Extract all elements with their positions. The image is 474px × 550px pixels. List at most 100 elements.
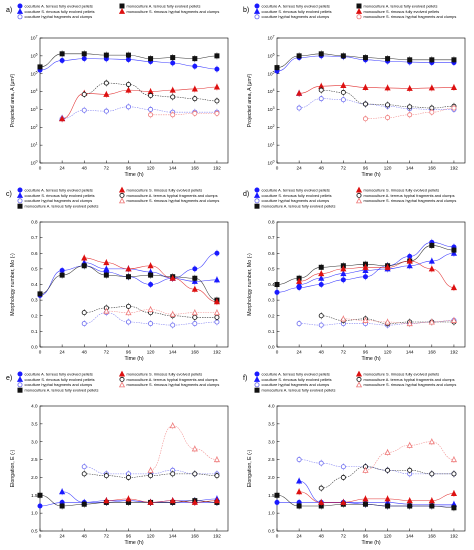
data-point bbox=[103, 272, 109, 278]
x-tick-label: 192 bbox=[450, 166, 458, 171]
data-point bbox=[451, 57, 457, 63]
y-tick-label: 0.3 bbox=[31, 298, 38, 303]
legend-entry: monoculture S. rimosus fully evolved pel… bbox=[127, 187, 203, 192]
data-point bbox=[214, 250, 220, 256]
y-tick-label: 0.4 bbox=[31, 282, 38, 287]
y-tick-label: 2.0 bbox=[31, 475, 38, 480]
data-point bbox=[429, 57, 435, 63]
y-axis-label: Projected area, A (μm²) bbox=[247, 74, 253, 128]
data-point bbox=[169, 274, 176, 281]
y-tick-label: 3.0 bbox=[268, 439, 275, 444]
y-tick-label: 105 bbox=[267, 70, 274, 76]
data-point bbox=[340, 265, 347, 272]
data-point bbox=[125, 309, 132, 316]
data-point bbox=[296, 277, 303, 284]
data-point bbox=[340, 464, 346, 470]
data-point bbox=[213, 309, 221, 316]
data-point bbox=[296, 457, 302, 463]
x-tick-label: 168 bbox=[191, 534, 199, 539]
legend-marker bbox=[17, 387, 23, 393]
data-point bbox=[147, 466, 154, 473]
y-tick-label: 0.3 bbox=[268, 298, 275, 303]
series-line bbox=[299, 491, 454, 503]
x-tick-label: 48 bbox=[319, 534, 325, 539]
data-point bbox=[125, 52, 131, 58]
legend-entry: monoculture A. terreus hyphal fragments … bbox=[127, 377, 218, 382]
y-tick-label: 102 bbox=[30, 124, 37, 130]
x-tick-label: 72 bbox=[341, 350, 347, 355]
data-point bbox=[37, 492, 43, 498]
y-axis-label: Elongation, E (-) bbox=[247, 449, 253, 487]
legend-marker bbox=[254, 387, 260, 393]
data-point bbox=[451, 505, 457, 511]
data-point bbox=[406, 497, 413, 504]
data-point bbox=[318, 460, 324, 466]
y-tick-label: 3.0 bbox=[31, 439, 38, 444]
x-axis-label: Time (h) bbox=[361, 172, 380, 178]
series-6 bbox=[362, 104, 457, 123]
data-point bbox=[148, 321, 154, 327]
data-point bbox=[59, 503, 65, 509]
x-axis-label: Time (h) bbox=[124, 172, 143, 178]
data-point bbox=[340, 82, 347, 88]
series-line bbox=[62, 86, 217, 120]
legend-entry: coculture A. terreus fully evolved pelle… bbox=[25, 371, 93, 376]
data-point bbox=[191, 285, 198, 292]
y-tick-label: 106 bbox=[267, 52, 274, 58]
x-tick-label: 0 bbox=[39, 350, 42, 355]
data-point bbox=[385, 503, 391, 509]
legend-entry: coculture S. rimosus fully evolved pelle… bbox=[25, 9, 95, 14]
data-point bbox=[214, 110, 220, 116]
x-tick-label: 120 bbox=[384, 534, 392, 539]
x-tick-label: 0 bbox=[39, 166, 42, 171]
data-point bbox=[429, 503, 435, 509]
data-point bbox=[148, 473, 154, 479]
series-4 bbox=[296, 257, 458, 292]
series-line bbox=[150, 113, 217, 116]
data-point bbox=[214, 66, 220, 72]
legend-entry: coculture hyphal fragments and clumps bbox=[262, 198, 330, 203]
data-point bbox=[148, 106, 154, 112]
legend-entry: coculture hyphal fragments and clumps bbox=[25, 198, 93, 203]
data-point bbox=[213, 456, 221, 463]
data-point bbox=[103, 265, 110, 272]
legend-marker bbox=[356, 376, 362, 382]
legend-entry: monoculture A. terreus fully evolved pel… bbox=[364, 3, 438, 8]
data-point bbox=[147, 499, 154, 505]
data-point bbox=[407, 467, 413, 473]
legend-entry: monoculture S. rimosus hyphal fragments … bbox=[127, 198, 220, 203]
data-point bbox=[385, 102, 391, 108]
data-point bbox=[384, 263, 391, 270]
data-point bbox=[125, 319, 131, 325]
y-tick-label: 102 bbox=[267, 124, 274, 130]
y-tick-label: 107 bbox=[30, 35, 37, 41]
legend-marker bbox=[254, 14, 260, 20]
x-tick-label: 72 bbox=[341, 166, 347, 171]
legend-marker bbox=[16, 8, 24, 14]
x-tick-label: 120 bbox=[147, 350, 155, 355]
data-point bbox=[318, 87, 324, 93]
series-line bbox=[150, 425, 217, 471]
y-tick-label: 0.7 bbox=[31, 235, 38, 240]
legend-entry: monoculture S. rimosus hyphal fragments … bbox=[364, 382, 457, 387]
legend-entry: monoculture S. rimosus hyphal fragments … bbox=[364, 198, 457, 203]
data-point bbox=[103, 90, 110, 97]
data-point bbox=[274, 289, 280, 295]
data-point bbox=[103, 108, 109, 114]
legend-entry: coculture S. rimosus fully evolved pelle… bbox=[262, 9, 332, 14]
x-tick-label: 48 bbox=[82, 534, 88, 539]
data-point bbox=[274, 65, 280, 71]
data-point bbox=[37, 291, 43, 297]
data-point bbox=[385, 467, 391, 473]
data-point bbox=[296, 503, 302, 509]
legend-marker bbox=[118, 197, 126, 204]
data-point bbox=[340, 474, 346, 480]
data-point bbox=[384, 449, 391, 455]
panel-label: b) bbox=[243, 7, 249, 14]
data-point bbox=[214, 473, 220, 479]
legend-marker bbox=[356, 14, 362, 20]
y-tick-label: 100 bbox=[30, 160, 37, 166]
data-point bbox=[148, 282, 154, 288]
series-5 bbox=[318, 463, 457, 492]
x-tick-label: 144 bbox=[406, 534, 414, 539]
